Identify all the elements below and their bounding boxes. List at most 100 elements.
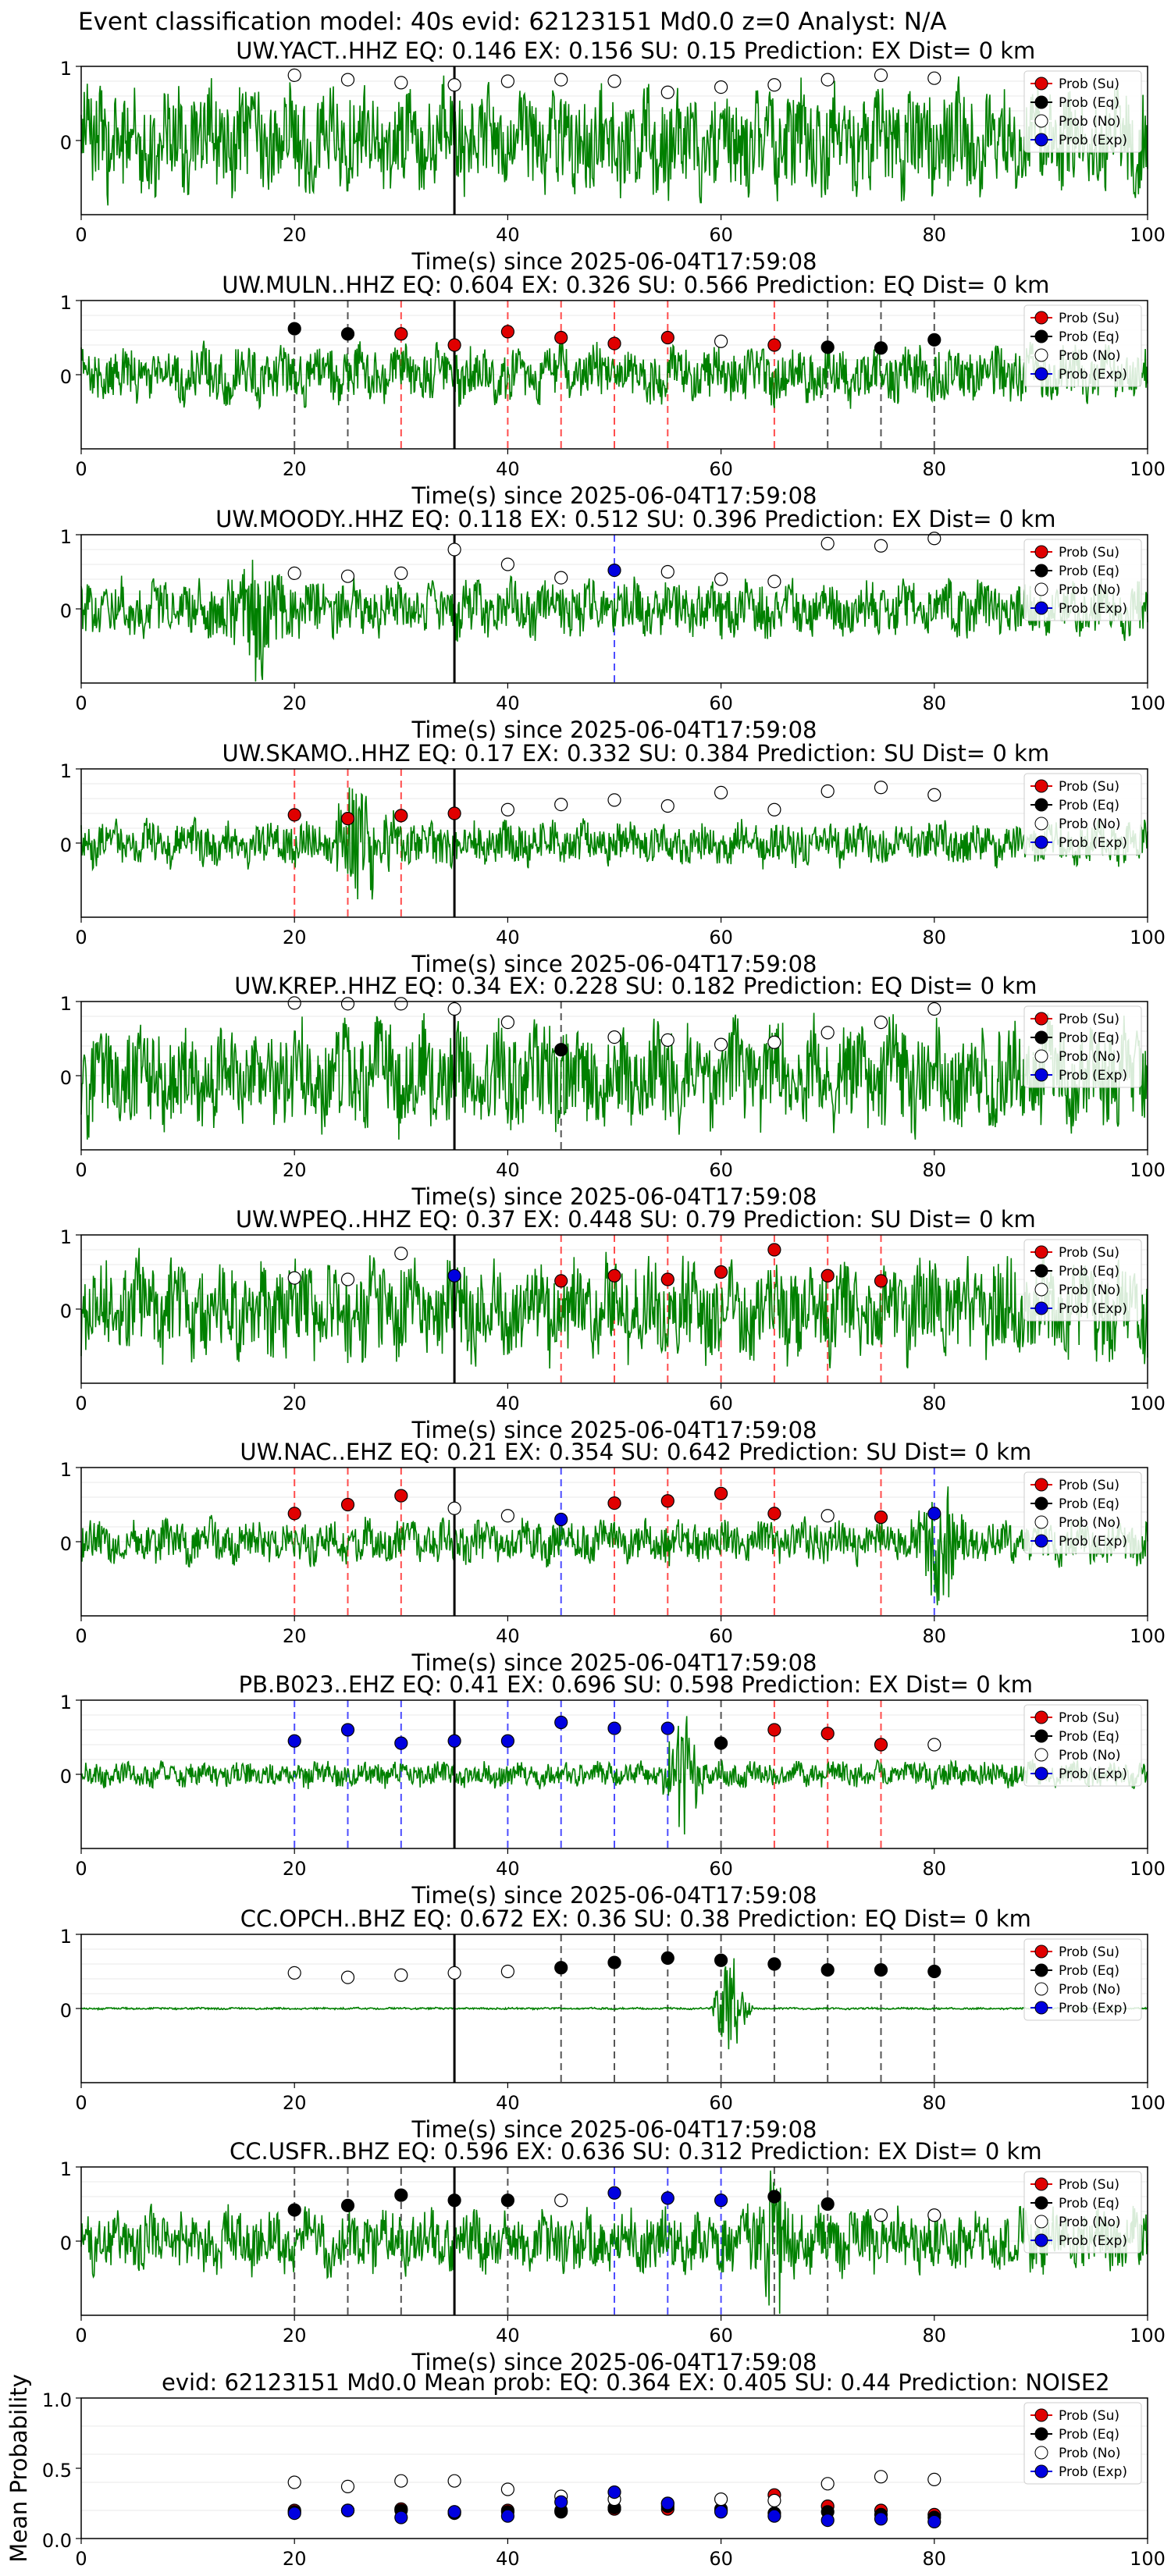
probability-point [660,1951,674,1965]
probability-point [820,1268,835,1283]
legend-marker [1034,817,1048,831]
legend-marker [1034,798,1048,812]
x-tick-label: 80 [923,1625,947,1647]
x-tick-label: 100 [1130,1858,1166,1880]
panel-title: UW.MULN..HHZ EQ: 0.604 EX: 0.326 SU: 0.5… [222,272,1049,298]
legend-label: Prob (No) [1059,114,1121,130]
legend-marker [1034,114,1048,128]
waveform-trace [80,560,1148,682]
y-tick-label: 1.0 [42,2389,72,2411]
y-tick-label: 1 [60,58,72,80]
probability-point [554,1512,568,1527]
legend-item: Prob (Eq) [1030,798,1119,813]
legend-item: Prob (Su) [1030,2177,1119,2193]
legend-item: Prob (Exp) [1030,1301,1127,1317]
probability-point [607,2186,621,2200]
x-tick-label: 80 [923,1393,947,1414]
x-tick-label: 40 [496,2092,520,2114]
probability-point [607,1955,621,1969]
probability-point [340,1272,355,1286]
legend-box [1023,539,1142,621]
x-tick-label: 60 [709,1159,733,1181]
legend-label: Prob (Exp) [1059,133,1127,148]
x-tick-label: 0 [75,458,87,480]
mean-prob-point [340,2503,355,2517]
probability-point [287,68,301,83]
x-tick-label: 80 [923,224,947,246]
x-axis-label: Time(s) since 2025-06-04T17:59:08 [411,2116,817,2143]
probability-point [607,1496,621,1510]
legend-item: Prob (Eq) [1030,1963,1119,1979]
legend-label: Prob (Su) [1059,2408,1119,2424]
legend-marker [1034,367,1048,381]
legend-label: Prob (Exp) [1059,367,1127,382]
y-tick-label: 0 [60,2233,72,2254]
probability-point [874,1738,888,1752]
legend-item: Prob (No) [1030,1283,1121,1298]
probability-point [767,1507,781,1521]
mean-prob-point [874,2470,888,2484]
probability-point [554,571,568,585]
probability-point [340,569,355,583]
y-tick-label: 0 [60,600,72,622]
panel-title: UW.MOODY..HHZ EQ: 0.118 EX: 0.512 SU: 0.… [215,506,1055,532]
probability-point [714,1037,728,1051]
probability-point [554,2194,568,2208]
legend-label: Prob (Su) [1059,1245,1119,1261]
probability-point [394,809,408,823]
legend-item: Prob (Su) [1030,1478,1119,1493]
probability-point [287,2203,301,2217]
legend-marker [1034,1710,1048,1724]
x-tick-label: 60 [709,1393,733,1414]
legend-label: Prob (Eq) [1059,1963,1119,1979]
x-tick-label: 80 [923,2325,947,2347]
legend-label: Prob (Exp) [1059,835,1127,851]
legend-marker [1034,1496,1048,1510]
probability-point [660,1721,674,1735]
probability-point [874,1510,888,1525]
probability-point [500,1734,515,1748]
y-tick-label: 0 [60,132,72,154]
waveform-trace [80,1486,1148,1606]
panel-title: UW.YACT..HHZ EQ: 0.146 EX: 0.156 SU: 0.1… [236,37,1035,64]
probability-point [394,1968,408,1982]
legend-label: Prob (Eq) [1059,564,1119,579]
probability-point [820,340,835,354]
x-tick-label: 40 [496,1625,520,1647]
legend-marker [1034,1767,1048,1781]
legend-marker [1034,76,1048,91]
probability-point [714,1736,728,1750]
mean-prob-point [927,2472,941,2486]
x-tick-label: 0 [75,2325,87,2347]
x-tick-label: 100 [1130,927,1166,948]
mean-prob-point [340,2479,355,2493]
legend-marker [1034,1534,1048,1548]
legend-label: Prob (Su) [1059,76,1119,92]
probability-point [767,1035,781,1049]
legend-box [1023,1471,1142,1554]
x-tick-label: 20 [283,1858,307,1880]
legend-item: Prob (No) [1030,2446,1121,2461]
legend-box [1023,1938,1142,2021]
x-axis-label: Time(s) since 2025-06-04T17:59:08 [411,2349,817,2375]
y-tick-label: 0 [60,1067,72,1089]
legend-box [1023,1239,1142,1322]
probability-point [554,797,568,812]
legend-label: Prob (No) [1059,582,1121,598]
legend-marker [1034,1012,1048,1026]
mean-prob-point [767,2493,781,2507]
x-tick-label: 0 [75,1858,87,1880]
waveform-trace [80,1958,1148,2050]
probability-point [927,788,941,802]
probability-point [500,1015,515,1030]
legend-label: Prob (Eq) [1059,1729,1119,1745]
legend-label: Prob (Eq) [1059,2196,1119,2211]
x-tick-label: 20 [283,2325,307,2347]
legend-item: Prob (No) [1030,2215,1121,2230]
x-tick-label: 20 [283,2548,307,2570]
probability-point [500,74,515,88]
x-tick-label: 40 [496,458,520,480]
probability-point [447,1734,461,1748]
y-tick-label: 1 [60,760,72,782]
probability-point [820,1963,835,1977]
